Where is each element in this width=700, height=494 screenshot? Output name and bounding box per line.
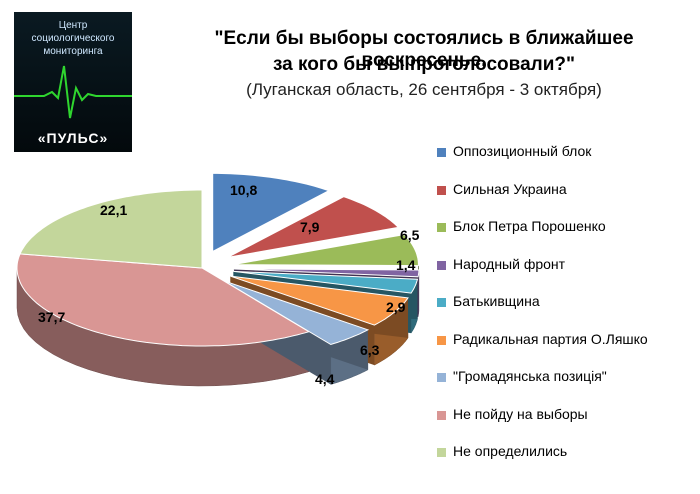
data-label: 22,1 [100,202,127,218]
legend-swatch [437,410,446,420]
data-label: 6,5 [400,227,420,243]
legend-label: Радикальная партия О.Ляшко [453,330,648,347]
data-label: 7,9 [300,219,320,235]
legend-label: Оппозиционный блок [453,143,592,159]
legend-swatch [437,298,446,307]
data-label: 37,7 [38,309,65,325]
legend-swatch [437,148,446,157]
data-label: 1,4 [396,257,416,273]
chart-subtitle: (Луганская область, 26 сентября - 3 октя… [246,80,602,99]
pie-slice [223,280,370,346]
pie-slice [230,275,409,326]
logo-line-3: мониторинга [43,46,103,57]
legend-label: Народный фронт [453,255,566,272]
pie-slice [227,196,400,258]
pie-slice [16,253,311,347]
legend-label: Не пойду на выборы [453,405,588,422]
pie-slice [233,268,420,278]
logo-line-1: Центр [58,20,88,31]
heartbeat-icon [14,65,132,119]
legend-swatch [437,185,446,195]
legend-label: Батькивщина [453,293,540,309]
pie-slice [233,270,419,294]
legend-label: Блок Петра Порошенко [453,218,606,234]
data-label: 4,4 [315,371,335,387]
legend-swatch [437,373,446,382]
logo: Центр социологического мониторинга «ПУЛЬ… [14,12,132,152]
legend-label: Сильная Украина [453,180,567,197]
data-label: 10,8 [230,182,257,198]
pie-slice [233,234,419,267]
data-label: 2,9 [386,299,406,315]
chart-title: "Если бы выборы состоялись в ближайшее в… [214,28,634,71]
legend-label: "Громадянська позиція" [453,368,607,384]
legend-swatch [437,335,446,345]
legend-swatch [437,448,446,457]
chart-title-line-2: за кого бы вы проголосовали?" [272,54,576,75]
pie-slice [212,172,331,253]
pie-slice [19,189,203,269]
legend-swatch [437,260,446,270]
legend-label: Не определились [453,443,568,459]
data-label: 6,3 [360,342,380,358]
logo-name: «ПУЛЬС» [37,130,109,146]
logo-line-2: социологического [31,33,115,44]
legend-swatch [437,223,446,232]
